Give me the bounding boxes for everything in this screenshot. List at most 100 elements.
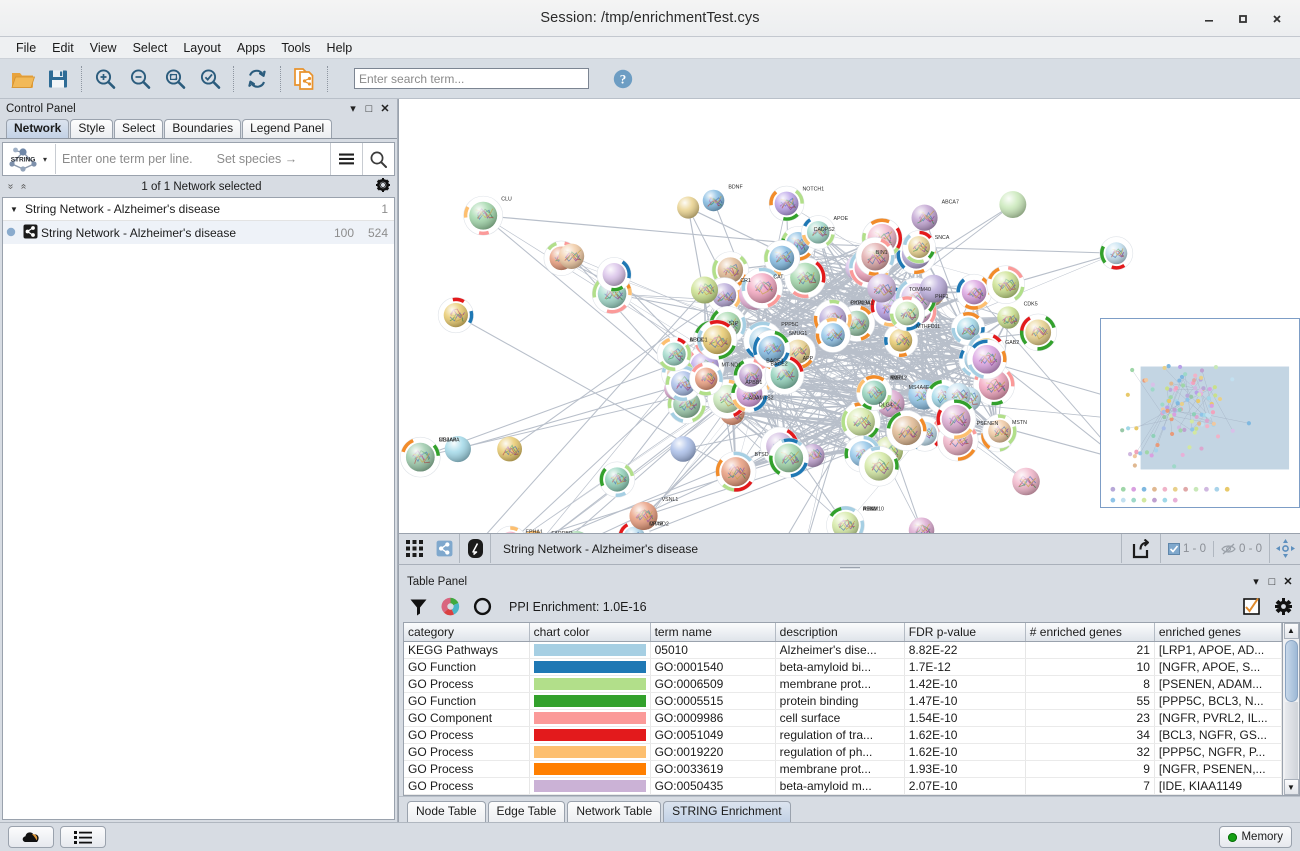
network-node[interactable] — [912, 205, 938, 231]
network-node[interactable] — [599, 462, 634, 497]
network-node[interactable] — [494, 526, 527, 534]
edge-selection-counter[interactable]: 0 - 0 — [1214, 543, 1269, 555]
tab-string-enrichment[interactable]: STRING Enrichment — [663, 801, 790, 822]
tab-select[interactable]: Select — [114, 119, 163, 138]
node-selection-counter[interactable]: 1 - 0 — [1161, 543, 1213, 555]
col-chart-color[interactable]: chart color — [529, 623, 650, 642]
zoom-in-icon[interactable] — [88, 62, 122, 96]
menu-view[interactable]: View — [82, 39, 125, 57]
network-node[interactable] — [956, 274, 992, 310]
gear-icon[interactable] — [1272, 595, 1294, 619]
network-node[interactable] — [597, 257, 631, 291]
network-node[interactable] — [559, 244, 584, 269]
tab-network-table[interactable]: Network Table — [567, 801, 661, 822]
network-node[interactable] — [867, 274, 896, 303]
network-node[interactable] — [689, 362, 723, 396]
string-species-caret-icon[interactable]: ▾ — [43, 155, 53, 164]
zoom-selected-icon[interactable] — [193, 62, 227, 96]
magnifier-icon[interactable] — [362, 143, 394, 175]
network-node[interactable] — [769, 438, 809, 478]
menu-layout[interactable]: Layout — [175, 39, 229, 57]
scroll-thumb[interactable] — [1285, 640, 1298, 702]
minimize-button[interactable] — [1192, 0, 1226, 37]
network-view-canvas[interactable]: MT-ND2MT-ND1VSNL1GAB2RTN1CLUMMEBCL3CYP19… — [398, 99, 1300, 534]
col-description[interactable]: description — [775, 623, 904, 642]
export-arrow-icon[interactable] — [1122, 534, 1160, 563]
tab-node-table[interactable]: Node Table — [407, 801, 486, 822]
pencil-icon[interactable] — [460, 534, 490, 563]
menu-tools[interactable]: Tools — [273, 39, 318, 57]
export-network-icon[interactable] — [287, 62, 321, 96]
network-node[interactable] — [1020, 314, 1057, 351]
string-style-button[interactable] — [429, 534, 459, 563]
network-node[interactable] — [999, 191, 1026, 218]
table-panel-dock-icon[interactable]: □ — [1264, 576, 1280, 588]
network-node[interactable] — [657, 337, 691, 371]
gear-icon[interactable] — [373, 178, 393, 195]
scroll-down-arrow[interactable]: ▼ — [1284, 779, 1299, 795]
table-panel-close-icon[interactable]: ✕ — [1280, 575, 1296, 588]
menu-edit[interactable]: Edit — [44, 39, 82, 57]
scroll-up-arrow[interactable]: ▲ — [1284, 623, 1299, 639]
menu-select[interactable]: Select — [125, 39, 176, 57]
network-node[interactable] — [703, 190, 725, 212]
tab-network[interactable]: Network — [6, 119, 69, 138]
task-list-button[interactable] — [60, 826, 106, 848]
fit-content-icon[interactable] — [1270, 534, 1300, 563]
save-icon[interactable] — [41, 62, 75, 96]
network-node[interactable] — [400, 437, 440, 477]
hamburger-menu-icon[interactable] — [330, 143, 362, 175]
col-enriched-genes[interactable]: enriched genes — [1154, 623, 1281, 642]
col-num-enriched[interactable]: # enriched genes — [1025, 623, 1154, 642]
network-node[interactable] — [691, 277, 718, 304]
table-panel-float-icon[interactable]: ▾ — [1248, 575, 1264, 588]
col-term-name[interactable]: term name — [650, 623, 775, 642]
network-overview-panel[interactable] — [1100, 318, 1300, 508]
tree-group-row[interactable]: ▼ String Network - Alzheimer's disease 1 — [3, 198, 394, 221]
grid-icon[interactable] — [399, 534, 429, 563]
network-node[interactable] — [903, 231, 936, 264]
network-node[interactable] — [826, 506, 864, 534]
search-input[interactable] — [354, 68, 589, 89]
network-node[interactable] — [716, 451, 756, 491]
network-node[interactable] — [769, 186, 804, 221]
menu-help[interactable]: Help — [319, 39, 361, 57]
string-term-input[interactable]: Enter one term per line. Set species → — [55, 144, 330, 174]
scroll-track[interactable] — [1285, 702, 1298, 780]
network-node[interactable] — [677, 197, 699, 219]
col-category[interactable]: category — [404, 623, 529, 642]
string-species-hint[interactable]: Set species → — [217, 152, 298, 166]
checkbox-checked-icon[interactable] — [1240, 595, 1262, 619]
network-node[interactable] — [497, 437, 522, 462]
tree-row[interactable]: String Network - Alzheimer's disease 100… — [3, 221, 394, 244]
ring-icon[interactable] — [471, 595, 493, 619]
network-node[interactable] — [909, 517, 935, 534]
zoom-out-icon[interactable] — [123, 62, 157, 96]
network-node[interactable] — [886, 410, 926, 450]
panel-split-handle[interactable] — [398, 565, 1300, 572]
menu-apps[interactable]: Apps — [229, 39, 274, 57]
control-panel-dock-icon[interactable]: □ — [361, 103, 377, 115]
zoom-fit-icon[interactable] — [158, 62, 192, 96]
tab-style[interactable]: Style — [70, 119, 113, 138]
enrichment-table-scroll[interactable]: category chart color term name descripti… — [403, 622, 1283, 797]
network-node[interactable] — [464, 196, 503, 235]
network-node[interactable] — [936, 399, 976, 439]
control-panel-float-icon[interactable]: ▾ — [345, 102, 361, 115]
network-node[interactable] — [967, 339, 1007, 379]
donut-chart-icon[interactable] — [439, 595, 461, 619]
menu-file[interactable]: File — [8, 39, 44, 57]
network-node[interactable] — [987, 266, 1025, 304]
open-folder-icon[interactable] — [6, 62, 40, 96]
network-node[interactable] — [1012, 468, 1040, 496]
help-icon[interactable]: ? — [606, 62, 640, 96]
cloud-status-button[interactable] — [8, 826, 54, 848]
network-node[interactable] — [997, 306, 1019, 328]
